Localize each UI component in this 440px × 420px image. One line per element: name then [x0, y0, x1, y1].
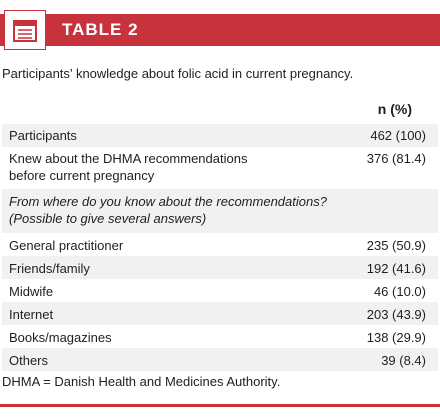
- table-footnote: DHMA = Danish Health and Medicines Autho…: [2, 374, 281, 389]
- row-value: 39 (8.4): [381, 353, 426, 368]
- row-label: Participants: [9, 128, 77, 143]
- table-header: TABLE 2: [0, 0, 440, 50]
- table-row: Friends/family 192 (41.6): [2, 256, 438, 279]
- table-caption: Participants’ knowledge about folic acid…: [2, 66, 354, 81]
- header-bar: [0, 14, 440, 46]
- table-title: TABLE 2: [62, 20, 139, 39]
- row-label: From where do you know about the recomme…: [9, 193, 327, 227]
- row-label: Midwife: [9, 284, 54, 299]
- table-row: Midwife 46 (10.0): [2, 279, 438, 302]
- row-value: 462 (100): [370, 128, 426, 143]
- row-value: 192 (41.6): [366, 261, 426, 276]
- table-document-icon: [4, 10, 46, 50]
- table-row: Books/magazines 138 (29.9): [2, 325, 438, 348]
- row-value: 138 (29.9): [366, 330, 426, 345]
- table-row: General practitioner 235 (50.9): [2, 233, 438, 256]
- row-label-line1: Knew about the DHMA recommendations: [9, 151, 248, 166]
- table-row: Internet 203 (43.9): [2, 302, 438, 325]
- row-label-line2: before current pregnancy: [9, 168, 155, 183]
- table-row: Knew about the DHMA recommendations befo…: [2, 147, 438, 189]
- row-label: General practitioner: [9, 238, 124, 253]
- row-value: 376 (81.4): [366, 151, 426, 166]
- table-row: Others 39 (8.4): [2, 348, 438, 371]
- row-label: Friends/family: [9, 261, 90, 276]
- data-table: n (%) Participants 462 (100) Knew about …: [2, 98, 438, 371]
- row-label: Knew about the DHMA recommendations befo…: [9, 150, 247, 184]
- row-label-line1: From where do you know about the recomme…: [9, 194, 327, 209]
- row-label: Others: [9, 353, 49, 368]
- row-value: 203 (43.9): [366, 307, 426, 322]
- row-value: 46 (10.0): [373, 284, 426, 299]
- table-row: Participants 462 (100): [2, 124, 438, 147]
- row-label-line2: (Possible to give several answers): [9, 211, 207, 226]
- row-label: Internet: [9, 307, 54, 322]
- column-header-n-percent: n (%): [377, 101, 412, 117]
- table-row: From where do you know about the recomme…: [2, 189, 438, 233]
- bottom-divider: [0, 404, 440, 407]
- row-label: Books/magazines: [9, 330, 112, 345]
- table-column-header-row: n (%): [2, 98, 438, 124]
- row-value: 235 (50.9): [366, 238, 426, 253]
